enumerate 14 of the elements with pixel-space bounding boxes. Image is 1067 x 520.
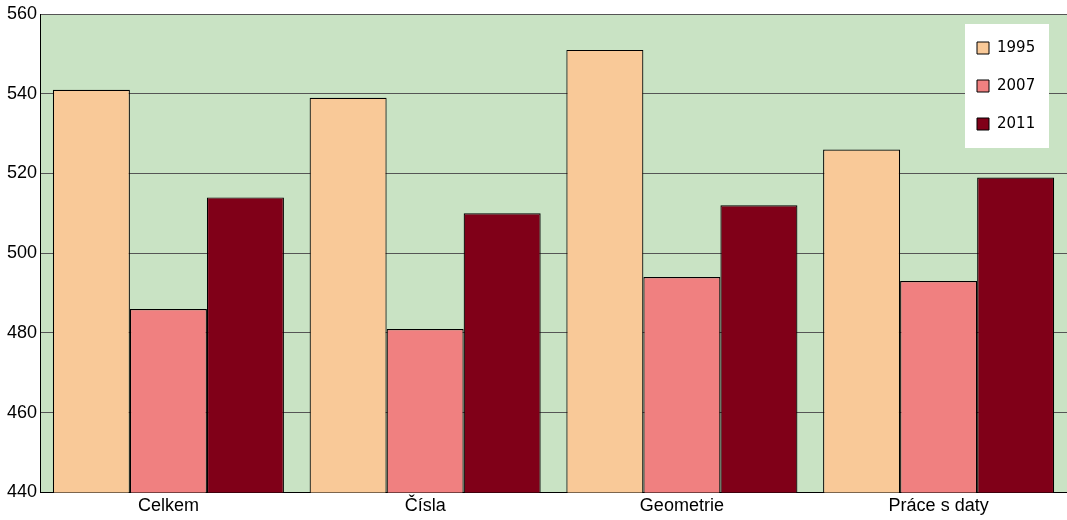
x-tick-label: Čísla (404, 494, 447, 516)
y-tick-label: 460 (6, 401, 38, 422)
x-tick-label: Geometrie (639, 495, 724, 516)
x-tick-label: Celkem (137, 495, 199, 516)
legend-label: 2007 (997, 75, 1036, 94)
y-tick-label: 440 (6, 481, 38, 502)
y-tick-label: 560 (6, 2, 38, 23)
y-tick-label: 480 (6, 321, 38, 342)
legend-label: 2011 (997, 113, 1036, 132)
y-tick-label: 540 (6, 82, 38, 103)
y-tick-label: 500 (6, 242, 38, 263)
legend-label: 1995 (997, 37, 1036, 56)
y-tick-label: 520 (6, 162, 38, 183)
x-tick-label: Práce s daty (888, 495, 989, 516)
